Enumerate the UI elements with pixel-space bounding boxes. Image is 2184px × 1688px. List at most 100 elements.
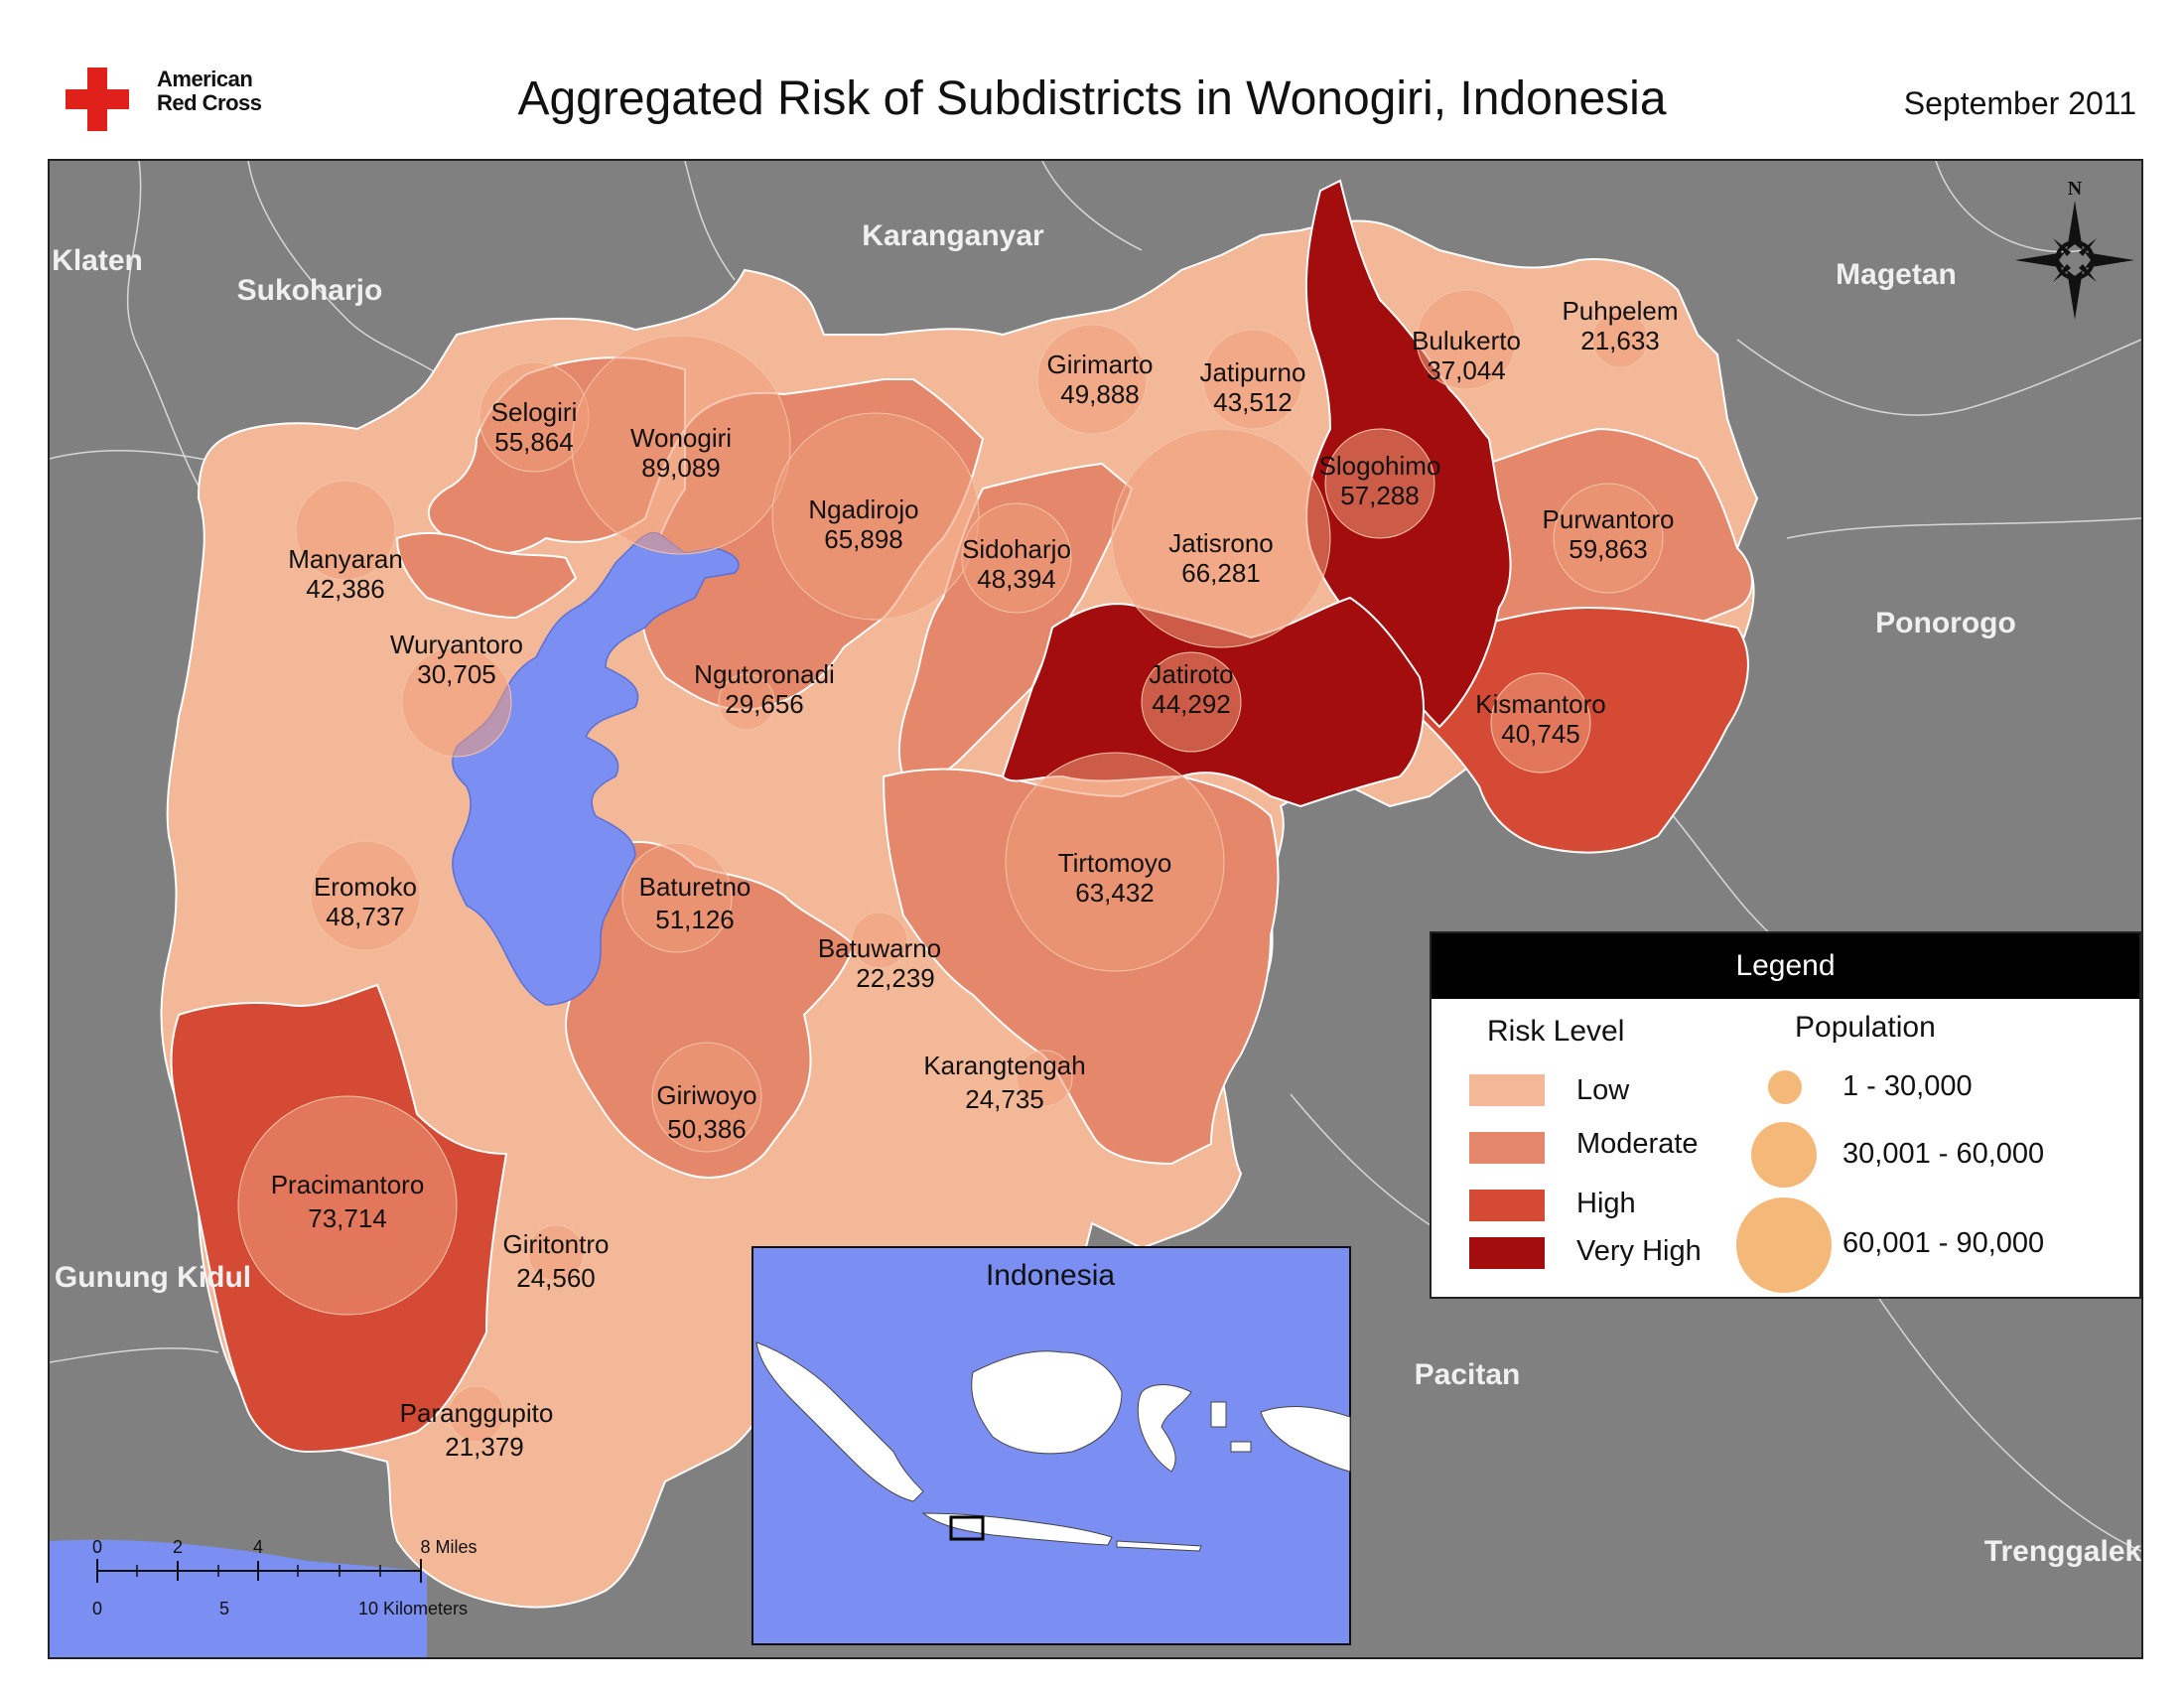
subdistrict-population: 59,863: [1569, 534, 1648, 564]
label-eromoko: Eromoko 48,737: [314, 872, 417, 931]
subdistrict-population: 43,512: [1213, 387, 1293, 417]
subdistrict-population: 73,714: [308, 1203, 387, 1233]
label-wonogiri: Wonogiri 89,089: [630, 423, 732, 483]
circle-eromoko: [310, 840, 421, 951]
label-puhpelem: Puhpelem 21,633: [1562, 296, 1678, 355]
legend: Legend Risk Level Population Low Moderat…: [1430, 931, 2141, 1299]
american-red-cross-logo: American Red Cross: [66, 64, 314, 143]
scale-km-5: 5: [219, 1599, 229, 1618]
legend-swatch-very-high: [1469, 1237, 1545, 1269]
map-frame[interactable]: Klaten Sukoharjo Karanganyar Magetan Pon…: [48, 159, 2143, 1659]
neighbor-label-gunung-kidul: Gunung Kidul: [55, 1261, 251, 1294]
subdistrict-name: Eromoko: [314, 872, 417, 902]
subdistrict-name: Jatisrono: [1168, 528, 1274, 558]
subdistrict-name: Giriwoyo: [656, 1080, 756, 1110]
label-jatipurno: Jatipurno 43,512: [1200, 357, 1306, 417]
subdistrict-population: 21,633: [1580, 326, 1660, 355]
label-kismantoro: Kismantoro 40,745: [1475, 689, 1606, 749]
label-giritontro: Giritontro 24,560: [503, 1229, 610, 1293]
population-circles: [237, 289, 1664, 1443]
label-giriwoyo: Giriwoyo 50,386: [656, 1080, 756, 1144]
subdistrict-population: 50,386: [667, 1114, 747, 1144]
circle-ngadirojo: [771, 412, 980, 621]
legend-population-circle-small: [1768, 1070, 1802, 1104]
logo-line-1: American: [157, 67, 253, 91]
scale-mile-4: 4: [253, 1537, 263, 1557]
circle-purwantoro: [1553, 483, 1664, 594]
circle-wuryantoro: [401, 646, 512, 758]
legend-population-heading: Population: [1795, 1011, 1936, 1044]
subdistrict-population: 65,898: [824, 524, 903, 554]
subdistrict-name: Ngutoronadi: [694, 659, 835, 689]
subdistrict-population: 37,044: [1427, 355, 1506, 385]
island-sulawesi: [1137, 1384, 1192, 1473]
subdistrict-name: Wuryantoro: [390, 630, 523, 659]
legend-label-moderate: Moderate: [1576, 1128, 1699, 1160]
north-arrow-label: N: [2068, 178, 2083, 200]
scale-bar: 0 2 4 8 Miles 0 5 10 Kilometers: [92, 1537, 478, 1618]
circle-girimarto: [1036, 324, 1148, 435]
label-girimarto: Girimarto 49,888: [1047, 350, 1154, 409]
subdistrict-name: Slogohimo: [1319, 451, 1441, 481]
legend-population-label-small: 1 - 30,000: [1843, 1070, 1973, 1102]
circle-tirtomoyo: [1005, 752, 1225, 972]
subdistrict-name: Batuwarno: [818, 933, 941, 963]
subdistrict-name: Bulukerto: [1412, 326, 1521, 355]
subdistrict-name: Karangtengah: [923, 1051, 1085, 1080]
circle-ngutoronadi: [718, 673, 775, 731]
inset-map-indonesia: Indonesia: [751, 1246, 1351, 1645]
label-selogiri: Selogiri 55,864: [491, 397, 578, 457]
subdistrict-name: Jatiroto: [1149, 659, 1233, 689]
subdistrict-name: Jatipurno: [1200, 357, 1306, 387]
label-jatisrono: Jatisrono 66,281: [1168, 528, 1274, 588]
map-canvas[interactable]: Klaten Sukoharjo Karanganyar Magetan Pon…: [50, 161, 2141, 1657]
label-tirtomoyo: Tirtomoyo 63,432: [1058, 848, 1172, 908]
subdistrict-name: Manyaran: [288, 544, 403, 574]
subdistrict-name: Giritontro: [503, 1229, 610, 1259]
legend-population-circle-medium: [1751, 1122, 1817, 1188]
islands-maluku: [1210, 1401, 1252, 1453]
circle-sidoharjo: [961, 502, 1072, 614]
subdistrict-name: Wonogiri: [630, 423, 732, 453]
scale-mile-end: 8 Miles: [420, 1537, 477, 1557]
subdistrict-name: Pracimantoro: [271, 1170, 425, 1199]
circle-pracimantoro: [237, 1095, 458, 1316]
neighbor-label-klaten: Klaten: [52, 244, 143, 277]
neighbor-label-trenggalek: Trenggalek: [1984, 1535, 2141, 1568]
circle-slogohimo: [1324, 428, 1435, 539]
label-bulukerto: Bulukerto 37,044: [1412, 326, 1521, 385]
region-moderate-west: [395, 531, 578, 620]
subdistrict-population: 48,737: [326, 902, 405, 931]
island-sumatra: [755, 1341, 924, 1502]
neighbor-label-sukoharjo: Sukoharjo: [237, 274, 383, 307]
circle-wonogiri: [571, 335, 791, 555]
neighbor-label-pacitan: Pacitan: [1415, 1358, 1521, 1391]
label-pracimantoro: Pracimantoro 73,714: [271, 1170, 425, 1233]
subdistrict-population: 22,239: [856, 963, 935, 993]
subdistrict-name: Sidoharjo: [962, 534, 1071, 564]
legend-population-label-medium: 30,001 - 60,000: [1843, 1138, 2045, 1170]
circle-kismantoro: [1490, 672, 1591, 774]
circle-giritontro: [527, 1224, 585, 1282]
subdistrict-name: Tirtomoyo: [1058, 848, 1172, 878]
subdistrict-population: 89,089: [641, 453, 721, 483]
legend-label-high: High: [1576, 1188, 1636, 1219]
circle-manyaran: [295, 480, 396, 581]
circle-batuwarno: [851, 912, 908, 969]
scale-km-end: 10 Kilometers: [358, 1599, 468, 1618]
islands-lesser-sunda: [1116, 1540, 1202, 1552]
circle-jatisrono: [1111, 428, 1331, 648]
subdistrict-population: 48,394: [977, 564, 1056, 594]
legend-swatch-high: [1469, 1190, 1545, 1221]
logo-line-2: Red Cross: [157, 90, 262, 115]
label-sidoharjo: Sidoharjo 48,394: [962, 534, 1071, 594]
circle-jatipurno: [1202, 329, 1303, 430]
subdistrict-name: Paranggupito: [400, 1398, 554, 1428]
legend-population-label-large: 60,001 - 90,000: [1843, 1227, 2045, 1259]
scale-km-0: 0: [92, 1599, 102, 1618]
subdistrict-population: 55,864: [494, 427, 574, 457]
neighbor-label-karanganyar: Karanganyar: [862, 219, 1044, 252]
subdistrict-population: 66,281: [1181, 558, 1261, 588]
red-cross-icon: [66, 68, 129, 131]
circle-puhpelem: [1591, 311, 1649, 368]
